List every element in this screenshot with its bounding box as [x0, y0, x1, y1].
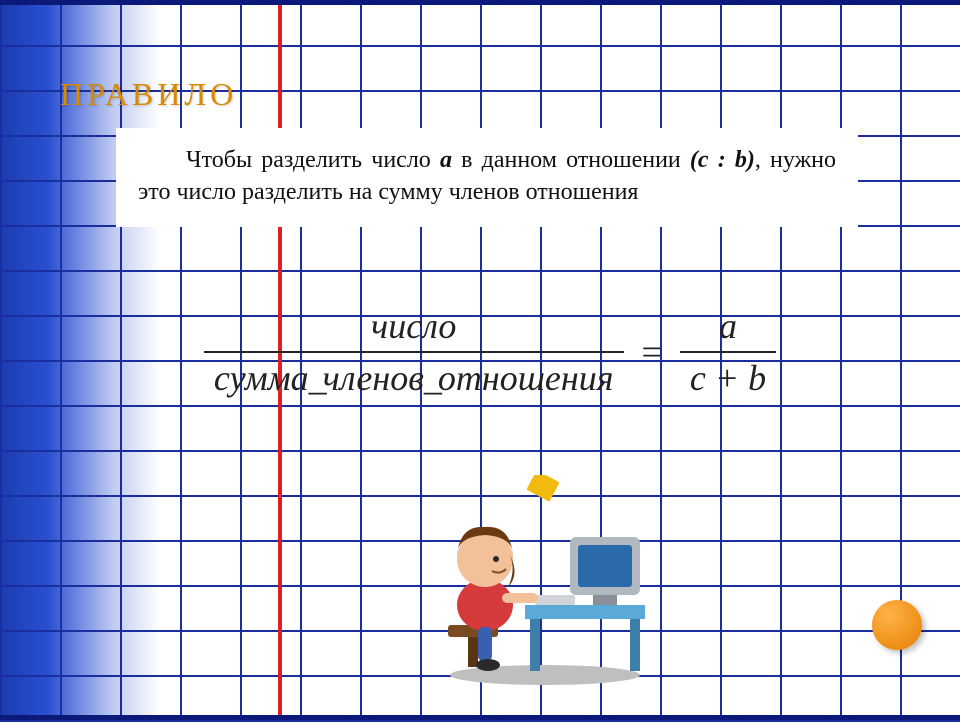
slide: ПРАВИЛО Чтобы разделить число a в данном… — [0, 0, 960, 720]
formula-left-numerator: число — [361, 305, 466, 351]
monitor-screen — [578, 545, 632, 587]
formula: число сумма_членов_отношения = a c + b — [100, 305, 880, 399]
child-arm — [502, 593, 538, 603]
formula-right-fraction: a c + b — [680, 305, 776, 399]
eye-icon — [493, 556, 499, 562]
chair-leg — [468, 637, 478, 667]
formula-equals: = — [642, 331, 662, 373]
rule-ratio: (c : b) — [690, 147, 755, 173]
desk-top — [525, 605, 645, 619]
slide-title: ПРАВИЛО — [60, 76, 237, 113]
rule-pre: Чтобы разделить число — [186, 147, 440, 173]
formula-right-numerator: a — [709, 305, 747, 351]
accent-circle — [872, 600, 922, 650]
formula-left-fraction: число сумма_членов_отношения — [204, 305, 624, 399]
rule-mid1: в данном отношении — [452, 147, 690, 173]
child-leg — [478, 627, 492, 661]
formula-left-denominator: сумма_членов_отношения — [204, 353, 624, 399]
shoe — [476, 659, 500, 671]
rule-textbox: Чтобы разделить число a в данном отношен… — [116, 128, 858, 227]
keyboard — [535, 595, 575, 605]
rule-var-a: a — [440, 147, 452, 173]
desk-leg — [530, 619, 540, 671]
desk-leg — [630, 619, 640, 671]
note-icon — [526, 475, 559, 502]
monitor-stand — [593, 595, 617, 605]
formula-right-denominator: c + b — [680, 353, 776, 399]
cartoon-illustration — [430, 475, 660, 685]
